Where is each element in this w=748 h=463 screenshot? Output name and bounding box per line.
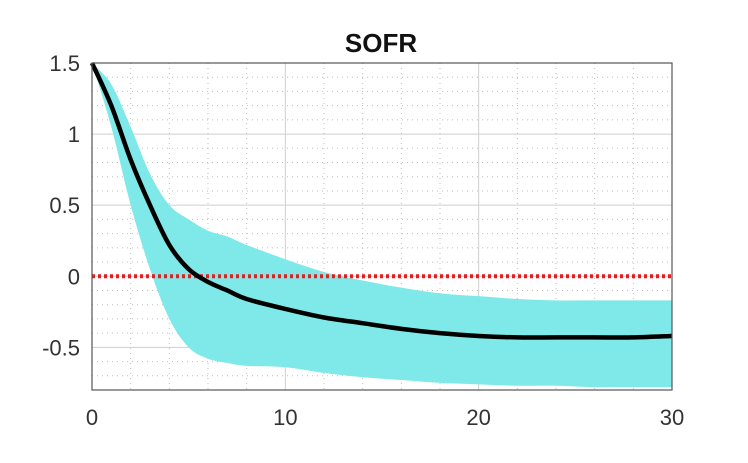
x-tick-label: 30 [660, 405, 684, 430]
y-axis-ticks: 1.5 1 0.5 0 -0.5 [42, 51, 80, 360]
y-tick-label: -0.5 [42, 335, 80, 360]
chart-title: SOFR [345, 28, 417, 58]
x-tick-label: 10 [273, 405, 297, 430]
plot-frame [91, 62, 673, 391]
y-tick-label: 0.5 [49, 193, 80, 218]
x-tick-label: 20 [466, 405, 490, 430]
median-response-line [89, 62, 673, 340]
y-tick-label: 0 [68, 264, 80, 289]
y-tick-label: 1 [68, 122, 80, 147]
confidence-band [92, 63, 672, 388]
y-tick-label: 1.5 [49, 51, 80, 76]
x-axis-ticks: 0 10 20 30 [86, 405, 684, 430]
x-tick-label: 0 [86, 405, 98, 430]
